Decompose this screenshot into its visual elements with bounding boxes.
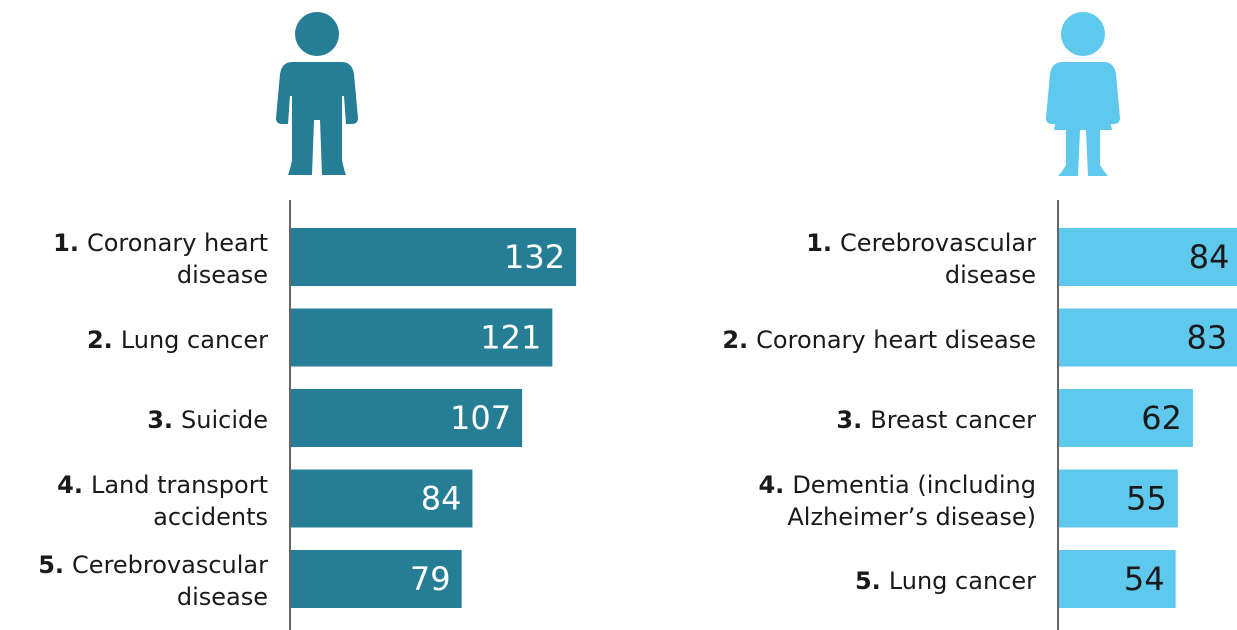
rank: 3. <box>836 406 863 434</box>
value-label: 132 <box>504 238 565 276</box>
bar <box>1059 228 1237 286</box>
value-label: 62 <box>1141 399 1182 437</box>
female-icon <box>1046 12 1120 176</box>
rank: 4. <box>758 470 785 499</box>
category-name: Coronary heart disease <box>756 325 1036 354</box>
category-label: 3. Breast cancer <box>716 404 1036 436</box>
value-label: 107 <box>450 399 511 437</box>
bar <box>291 550 462 608</box>
category-name: Land transport accidents <box>90 470 268 531</box>
category-name: Dementia (including Alzheimer’s disease) <box>787 470 1036 531</box>
bar <box>1059 550 1176 608</box>
category-name: Coronary heart disease <box>86 229 268 289</box>
rank: 3. <box>147 406 174 434</box>
category-name: Cerebrovascular disease <box>840 229 1036 289</box>
category-label: 4. Dementia (including Alzheimer’s diseas… <box>716 469 1036 533</box>
rank: 1. <box>806 229 833 257</box>
category-label: 5. Cerebrovascular disease <box>6 549 268 613</box>
bar <box>1059 389 1193 447</box>
male-icon <box>276 12 358 175</box>
rank: 2. <box>86 325 113 354</box>
category-name: Cerebrovascular disease <box>72 551 268 611</box>
rank: 5. <box>38 551 65 579</box>
category-label: 2. Lung cancer <box>6 324 268 356</box>
value-label: 84 <box>1189 238 1230 276</box>
rank: 2. <box>722 325 749 354</box>
category-name: Lung cancer <box>888 567 1036 595</box>
rank: 1. <box>53 229 79 257</box>
category-name: Breast cancer <box>870 406 1036 434</box>
value-label: 79 <box>410 560 451 598</box>
category-label: 3. Suicide <box>6 404 268 436</box>
value-label: 83 <box>1187 319 1228 357</box>
rank: 4. <box>57 470 83 499</box>
category-label: 4. Land transport accidents <box>6 469 268 533</box>
bar <box>291 308 553 367</box>
rank: 5. <box>854 567 881 595</box>
category-label: 2. Coronary heart disease <box>716 324 1036 356</box>
category-name: Suicide <box>181 406 268 434</box>
category-label: 5. Lung cancer <box>716 565 1036 597</box>
bar <box>1059 308 1237 367</box>
value-label: 54 <box>1124 560 1165 598</box>
category-label: 1. Coronary heart disease <box>6 227 268 291</box>
value-label: 55 <box>1126 480 1167 518</box>
category-label: 1. Cerebrovascular disease <box>716 227 1036 291</box>
category-name: Lung cancer <box>120 325 268 354</box>
bar <box>1059 469 1178 528</box>
bar <box>291 469 473 528</box>
value-label: 121 <box>480 319 541 357</box>
bar <box>291 228 577 286</box>
value-label: 84 <box>421 480 462 518</box>
bar <box>291 389 523 447</box>
